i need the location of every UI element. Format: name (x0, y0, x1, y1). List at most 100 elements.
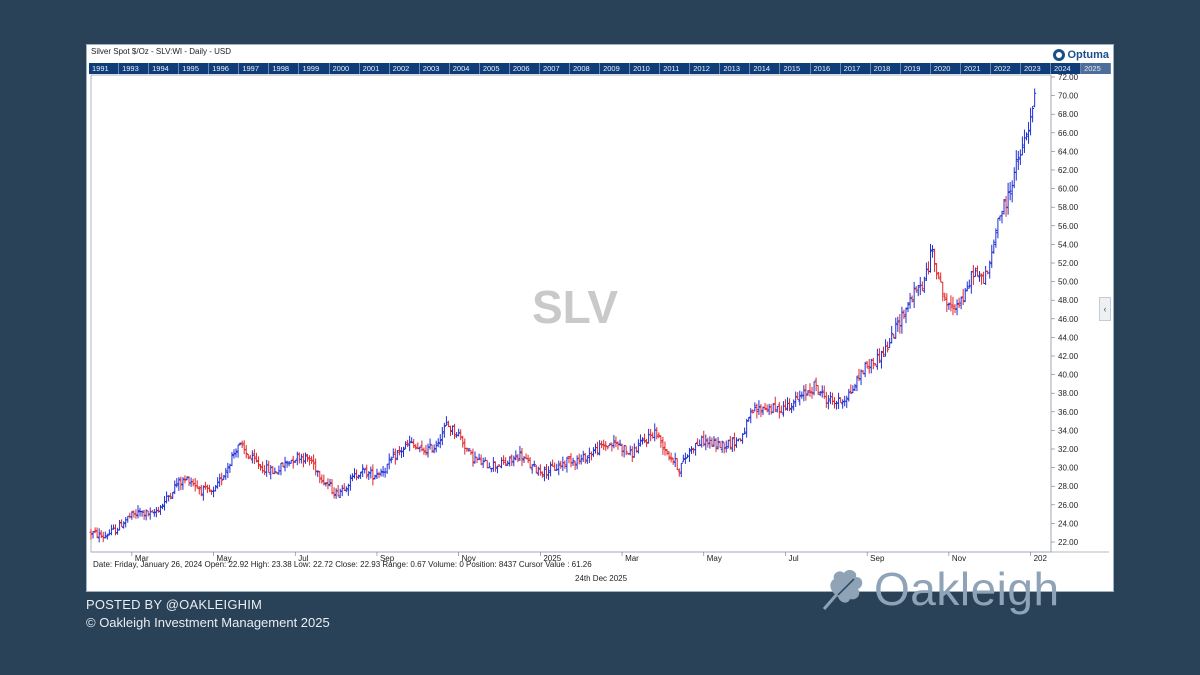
ohlc-bar (640, 437, 644, 445)
year-cell-2006[interactable]: 2006 (510, 63, 540, 74)
ohlc-bar (547, 466, 551, 480)
year-cell-1993[interactable]: 1993 (119, 63, 150, 74)
ohlc-bar (947, 302, 951, 310)
year-cell-2002[interactable]: 2002 (390, 63, 420, 74)
ohlc-bar (826, 395, 830, 410)
year-cell-2017[interactable]: 2017 (841, 63, 871, 74)
year-cell-1991[interactable]: 1991 (89, 63, 120, 74)
plot-area (90, 74, 1052, 553)
ohlc-bar (440, 426, 444, 446)
ohlc-bar (957, 297, 961, 308)
ohlc-bar (171, 492, 175, 499)
year-cell-2018[interactable]: 2018 (871, 63, 901, 74)
y-tick-label: 60.00 (1058, 185, 1079, 194)
year-cell-2015[interactable]: 2015 (780, 63, 811, 74)
year-cell-1999[interactable]: 1999 (299, 63, 330, 74)
ohlc-bar (322, 474, 326, 486)
year-cell-2007[interactable]: 2007 (540, 63, 570, 74)
ohlc-bar (118, 519, 122, 531)
ohlc-bar (375, 468, 379, 479)
ohlc-bar (414, 444, 418, 450)
ohlc-bar (134, 509, 138, 519)
ohlc-bar (152, 508, 156, 517)
ohlc-bar (894, 317, 898, 339)
ohlc-bar (624, 445, 628, 456)
ohlc-bar (526, 454, 530, 464)
year-cell-2016[interactable]: 2016 (811, 63, 841, 74)
chart-panel: Silver Spot $/Oz - SLV:WI - Daily - USD … (86, 44, 1114, 592)
ohlc-bar (256, 456, 260, 469)
year-cell-2009[interactable]: 2009 (600, 63, 631, 74)
year-cell-2008[interactable]: 2008 (570, 63, 601, 74)
year-cell-1996[interactable]: 1996 (209, 63, 240, 74)
ohlc-bar (273, 467, 277, 474)
ohlc-bar (481, 457, 485, 468)
year-cell-1998[interactable]: 1998 (269, 63, 300, 74)
ohlc-bar (222, 475, 226, 480)
ohlc-bar (951, 296, 955, 316)
ohlc-bar (941, 281, 945, 302)
ohlc-bar (779, 405, 783, 414)
ohlc-bar (416, 442, 420, 450)
year-cell-2013[interactable]: 2013 (720, 63, 751, 74)
year-cell-2010[interactable]: 2010 (630, 63, 661, 74)
ohlc-bar (749, 408, 753, 424)
ohlc-bar (246, 453, 250, 460)
ohlc-bar (185, 476, 189, 481)
ohlc-bar (906, 301, 910, 313)
year-cell-1994[interactable]: 1994 (149, 63, 180, 74)
year-cell-1997[interactable]: 1997 (239, 63, 270, 74)
ohlc-bar (495, 465, 499, 474)
ohlc-bar (420, 440, 424, 452)
ohlc-bar (373, 474, 377, 480)
ohlc-bar (295, 451, 299, 466)
price-chart[interactable]: SLV 72.00 70.00 68.00 66.00 64.00 62.00 60.00 58… (87, 45, 1113, 591)
year-cell-2000[interactable]: 2000 (330, 63, 360, 74)
year-navigator[interactable]: 1991 1993 1994 1995 1996 1997 1998 1999 2000 2001… (89, 63, 1112, 74)
year-cell-2014[interactable]: 2014 (750, 63, 781, 74)
ohlc-bar (371, 464, 375, 486)
ohlc-bar (520, 448, 524, 467)
ohlc-bar (240, 440, 244, 449)
chart-title: Silver Spot $/Oz - SLV:WI - Daily - USD (91, 47, 232, 56)
ohlc-bar (1002, 199, 1006, 215)
ohlc-bar (536, 466, 540, 476)
ohlc-bar (675, 458, 679, 471)
ohlc-bar (1014, 150, 1018, 181)
year-cell-1995[interactable]: 1995 (179, 63, 210, 74)
year-cell-2019[interactable]: 2019 (901, 63, 931, 74)
ohlc-bar (949, 295, 953, 312)
year-cell-2001[interactable]: 2001 (360, 63, 390, 74)
ohlc-bar (314, 458, 318, 476)
ohlc-bar (969, 270, 973, 294)
year-cell-2012[interactable]: 2012 (690, 63, 721, 74)
ohlc-bar (992, 239, 996, 254)
ohlc-bar (538, 464, 542, 476)
ohlc-bar (201, 485, 205, 501)
year-cell-2004[interactable]: 2004 (450, 63, 480, 74)
year-cell-2022[interactable]: 2022 (991, 63, 1021, 74)
y-tick-label: 32.00 (1058, 445, 1079, 454)
year-cell-2011[interactable]: 2011 (660, 63, 691, 74)
ohlc-bar (197, 486, 201, 495)
year-cell-2025[interactable]: 2025 (1081, 63, 1112, 74)
ohlc-bar (412, 439, 416, 449)
y-tick-label: 24.00 (1058, 519, 1079, 528)
year-cell-2005[interactable]: 2005 (480, 63, 510, 74)
y-tick-label: 38.00 (1058, 389, 1079, 398)
ohlc-bar (955, 299, 959, 316)
ohlc-bar (410, 437, 414, 444)
year-cell-2020[interactable]: 2020 (931, 63, 961, 74)
ohlc-bar (279, 462, 283, 476)
year-cell-2003[interactable]: 2003 (420, 63, 450, 74)
ohlc-bar (195, 480, 199, 489)
year-cell-2023[interactable]: 2023 (1021, 63, 1051, 74)
year-cell-2021[interactable]: 2021 (961, 63, 991, 74)
collapse-panel-arrow[interactable]: ‹ (1099, 297, 1111, 321)
ohlc-bar (1016, 150, 1020, 170)
ohlc-bar (289, 460, 293, 464)
y-tick-label: 58.00 (1058, 203, 1079, 212)
ohlc-bar (1024, 132, 1028, 141)
ohlc-bar (600, 440, 604, 449)
year-cell-2024[interactable]: 2024 (1051, 63, 1082, 74)
